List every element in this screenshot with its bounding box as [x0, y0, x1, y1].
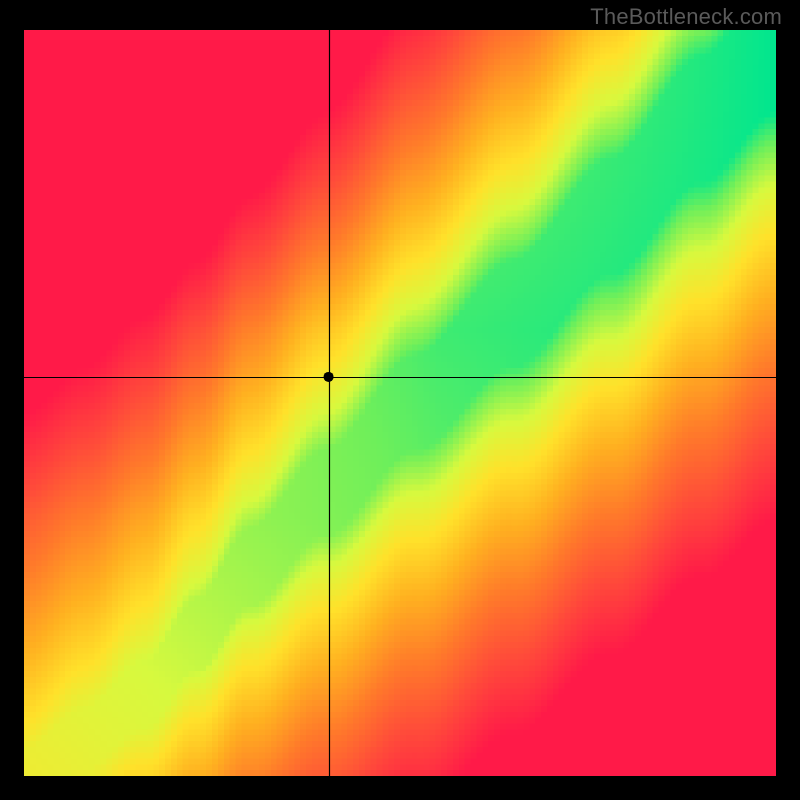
crosshair-overlay	[0, 0, 800, 800]
chart-container: { "watermark": { "text": "TheBottleneck.…	[0, 0, 800, 800]
